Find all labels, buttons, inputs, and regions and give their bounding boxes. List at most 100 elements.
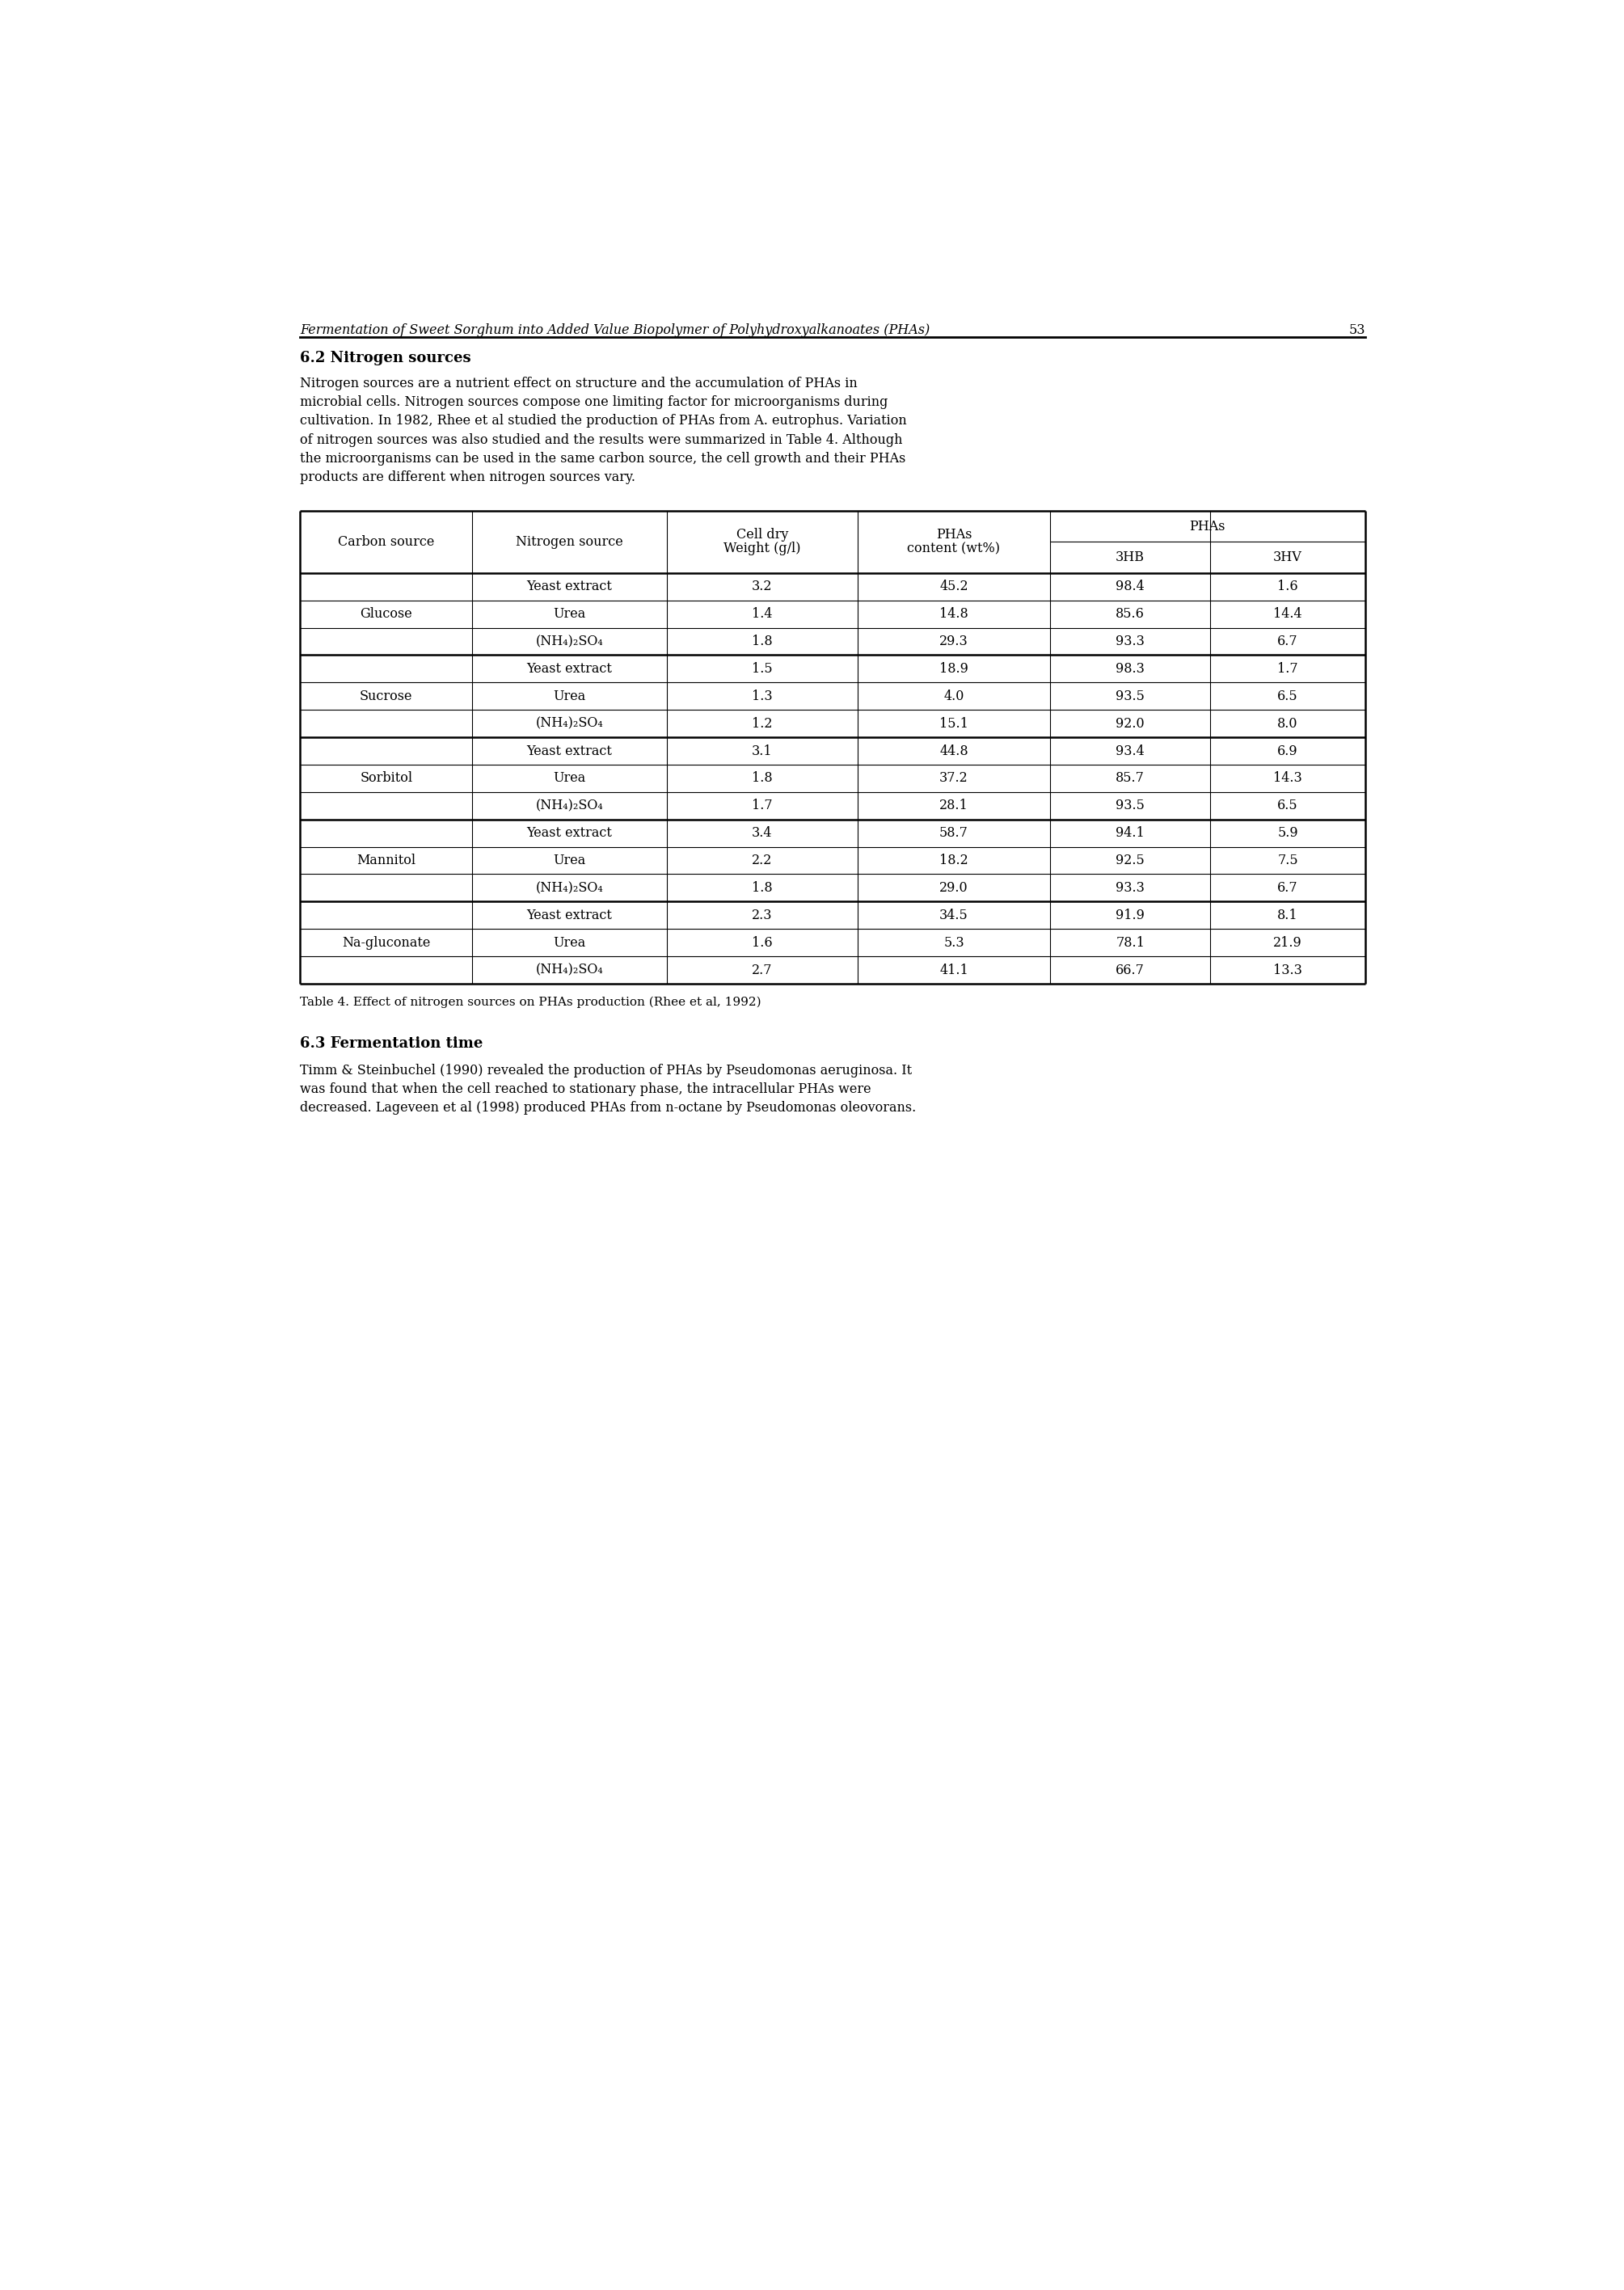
Text: 8.0: 8.0: [1278, 717, 1298, 731]
Text: 78.1: 78.1: [1116, 937, 1145, 950]
Text: 3HB: 3HB: [1116, 550, 1145, 563]
Text: 34.5: 34.5: [939, 909, 968, 923]
Text: 1.6: 1.6: [1278, 579, 1298, 593]
Text: 37.2: 37.2: [939, 772, 968, 785]
Text: Urea: Urea: [554, 607, 586, 621]
Text: 6.9: 6.9: [1278, 744, 1298, 758]
Text: 18.9: 18.9: [939, 662, 968, 676]
Text: 93.3: 93.3: [1116, 634, 1145, 648]
Text: 3.2: 3.2: [752, 579, 773, 593]
Text: Timm & Steinbuchel (1990) revealed the production of PHAs by Pseudomonas aerugin: Timm & Steinbuchel (1990) revealed the p…: [300, 1063, 913, 1076]
Text: Sucrose: Sucrose: [361, 689, 412, 703]
Text: 98.3: 98.3: [1116, 662, 1145, 676]
Text: content (wt%): content (wt%): [908, 543, 1000, 556]
Text: 1.8: 1.8: [752, 882, 773, 895]
Text: 1.4: 1.4: [752, 607, 773, 621]
Text: 2.7: 2.7: [752, 964, 773, 978]
Text: 92.0: 92.0: [1116, 717, 1145, 731]
Text: Glucose: Glucose: [361, 607, 412, 621]
Text: 21.9: 21.9: [1273, 937, 1302, 950]
Text: 7.5: 7.5: [1278, 854, 1298, 868]
Text: 1.3: 1.3: [752, 689, 773, 703]
Text: Yeast extract: Yeast extract: [526, 579, 612, 593]
Text: 66.7: 66.7: [1116, 964, 1145, 978]
Text: 91.9: 91.9: [1116, 909, 1145, 923]
Text: Sorbitol: Sorbitol: [361, 772, 412, 785]
Text: 5.3: 5.3: [944, 937, 965, 950]
Text: 18.2: 18.2: [939, 854, 968, 868]
Text: 29.0: 29.0: [939, 882, 968, 895]
Text: the microorganisms can be used in the same carbon source, the cell growth and th: the microorganisms can be used in the sa…: [300, 451, 906, 465]
Text: Nitrogen sources are a nutrient effect on structure and the accumulation of PHAs: Nitrogen sources are a nutrient effect o…: [300, 378, 857, 392]
Text: 94.1: 94.1: [1116, 827, 1145, 840]
Text: Mannitol: Mannitol: [357, 854, 416, 868]
Text: 93.5: 93.5: [1116, 689, 1145, 703]
Text: Carbon source: Carbon source: [338, 536, 435, 550]
Text: 93.5: 93.5: [1116, 799, 1145, 813]
Text: PHAs: PHAs: [935, 529, 971, 543]
Text: Yeast extract: Yeast extract: [526, 744, 612, 758]
Text: Table 4. Effect of nitrogen sources on PHAs production (Rhee et al, 1992): Table 4. Effect of nitrogen sources on P…: [300, 996, 762, 1008]
Text: 85.6: 85.6: [1116, 607, 1145, 621]
Text: 6.5: 6.5: [1278, 689, 1298, 703]
Text: 13.3: 13.3: [1273, 964, 1302, 978]
Text: Weight (g/l): Weight (g/l): [724, 543, 801, 556]
Text: 14.4: 14.4: [1273, 607, 1302, 621]
Text: 45.2: 45.2: [939, 579, 968, 593]
Text: 44.8: 44.8: [939, 744, 968, 758]
Text: 8.1: 8.1: [1278, 909, 1298, 923]
Text: (NH₄)₂SO₄: (NH₄)₂SO₄: [536, 964, 604, 978]
Text: 93.4: 93.4: [1116, 744, 1145, 758]
Text: products are different when nitrogen sources vary.: products are different when nitrogen sou…: [300, 469, 635, 483]
Text: Nitrogen source: Nitrogen source: [516, 536, 624, 550]
Text: Cell dry: Cell dry: [736, 529, 788, 543]
Text: was found that when the cell reached to stationary phase, the intracellular PHAs: was found that when the cell reached to …: [300, 1083, 872, 1097]
Text: decreased. Lageveen et al (1998) produced PHAs from n-octane by Pseudomonas oleo: decreased. Lageveen et al (1998) produce…: [300, 1101, 916, 1115]
Text: 3.4: 3.4: [752, 827, 773, 840]
Text: 1.7: 1.7: [752, 799, 773, 813]
Text: 6.5: 6.5: [1278, 799, 1298, 813]
Text: 1.8: 1.8: [752, 772, 773, 785]
Text: 15.1: 15.1: [939, 717, 968, 731]
Text: Na-gluconate: Na-gluconate: [343, 937, 430, 950]
Text: 6.7: 6.7: [1278, 634, 1298, 648]
Text: 28.1: 28.1: [939, 799, 968, 813]
Text: 1.7: 1.7: [1278, 662, 1298, 676]
Text: 14.8: 14.8: [939, 607, 968, 621]
Text: 1.6: 1.6: [752, 937, 773, 950]
Text: Urea: Urea: [554, 689, 586, 703]
Text: 58.7: 58.7: [939, 827, 968, 840]
Text: 6.3 Fermentation time: 6.3 Fermentation time: [300, 1037, 482, 1051]
Text: 3HV: 3HV: [1273, 550, 1302, 563]
Text: 93.3: 93.3: [1116, 882, 1145, 895]
Text: microbial cells. Nitrogen sources compose one limiting factor for microorganisms: microbial cells. Nitrogen sources compos…: [300, 396, 888, 410]
Text: Urea: Urea: [554, 937, 586, 950]
Text: Yeast extract: Yeast extract: [526, 909, 612, 923]
Text: Yeast extract: Yeast extract: [526, 827, 612, 840]
Text: 29.3: 29.3: [939, 634, 968, 648]
Text: 3.1: 3.1: [752, 744, 773, 758]
Text: 2.3: 2.3: [752, 909, 773, 923]
Text: Fermentation of Sweet Sorghum into Added Value Biopolymer of Polyhydroxyalkanoat: Fermentation of Sweet Sorghum into Added…: [300, 323, 931, 337]
Text: 6.7: 6.7: [1278, 882, 1298, 895]
Text: 92.5: 92.5: [1116, 854, 1145, 868]
Text: Urea: Urea: [554, 772, 586, 785]
Text: 5.9: 5.9: [1278, 827, 1298, 840]
Text: 6.2 Nitrogen sources: 6.2 Nitrogen sources: [300, 350, 471, 366]
Text: 1.5: 1.5: [752, 662, 773, 676]
Text: Yeast extract: Yeast extract: [526, 662, 612, 676]
Text: (NH₄)₂SO₄: (NH₄)₂SO₄: [536, 799, 604, 813]
Text: 4.0: 4.0: [944, 689, 965, 703]
Text: 1.8: 1.8: [752, 634, 773, 648]
Text: of nitrogen sources was also studied and the results were summarized in Table 4.: of nitrogen sources was also studied and…: [300, 433, 903, 447]
Text: 53: 53: [1348, 323, 1366, 337]
Text: cultivation. In 1982, Rhee et al studied the production of PHAs from A. eutrophu: cultivation. In 1982, Rhee et al studied…: [300, 414, 906, 428]
Text: Urea: Urea: [554, 854, 586, 868]
Text: 2.2: 2.2: [752, 854, 773, 868]
Text: 1.2: 1.2: [752, 717, 773, 731]
Text: 85.7: 85.7: [1116, 772, 1145, 785]
Text: 98.4: 98.4: [1116, 579, 1145, 593]
Text: 14.3: 14.3: [1273, 772, 1302, 785]
Text: (NH₄)₂SO₄: (NH₄)₂SO₄: [536, 634, 604, 648]
Text: (NH₄)₂SO₄: (NH₄)₂SO₄: [536, 882, 604, 895]
